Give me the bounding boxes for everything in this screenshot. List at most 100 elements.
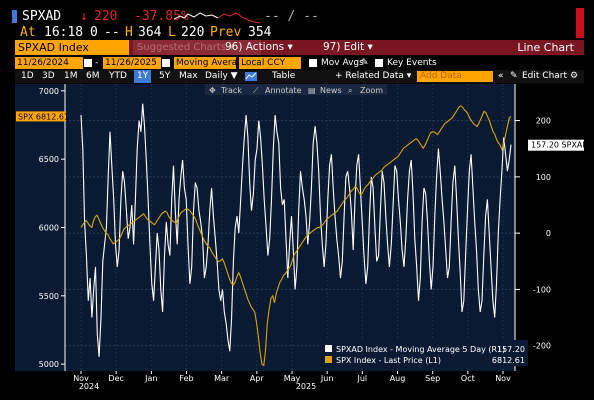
date-options-row: 11/26/2024 - 11/26/2025 Moving Avera Loc… [15,57,584,69]
table-button[interactable]: Table [272,71,296,81]
edit-menu[interactable]: 97) Edit ▾ [323,41,373,53]
calendar-icon[interactable] [84,59,92,67]
left-axis-label: 6000 [39,224,59,233]
collapse-icon[interactable]: « [498,71,504,81]
end-date-field[interactable]: 11/26/2025 [103,57,161,69]
related-data-menu[interactable]: + Related Data ▾ [335,71,412,81]
left-last-value-tag: SPX 6812.61 [16,111,69,122]
right-axis-label: 100 [536,173,551,182]
low-value: 220 [181,25,205,40]
alert-flag [576,8,584,38]
at-label: At [20,25,36,40]
start-date-field[interactable]: 11/26/2024 [15,57,83,69]
track-icon[interactable]: ✥ [209,86,216,95]
high-value: 364 [138,25,162,40]
period-max[interactable]: Max [179,71,198,81]
quote-time: 16:18 [44,25,84,40]
quote-dash: -- [104,25,120,40]
x-axis-label: Dec [108,374,123,383]
calendar-icon[interactable] [162,59,170,67]
title-bar: SPXAD Index Suggested Charts ▾ 96) Actio… [15,40,584,55]
chart-toolbar: 1D 3D 1M 6M YTD 1Y 5Y Max Daily ▼ Table … [15,70,584,83]
x-axis-year-label: 2025 [296,382,316,390]
down-arrow-icon: ↓ [80,9,88,24]
line-chart[interactable]: ✥ Track ⟋ Annotate ▤ News ⌕ Zoom 5000 550… [15,84,584,390]
pencil-icon[interactable]: ✎ [510,71,518,81]
left-axis-label: 6500 [39,155,59,164]
high-label: H [125,25,133,40]
period-6m[interactable]: 6M [86,71,100,81]
suggested-charts-menu[interactable]: Suggested Charts ▾ [133,40,261,55]
study-select[interactable]: Moving Avera [174,57,236,69]
right-axis-label: 200 [536,117,551,126]
bid-ask: -- / -- [264,9,319,24]
period-5y[interactable]: 5Y [159,71,171,81]
key-events-label[interactable]: Key Events [387,58,437,68]
right-last-value-tag: 157.20 SPXAD [528,139,584,151]
edit-chart-button[interactable]: Edit Chart [522,71,568,81]
actions-menu[interactable]: 96) Actions ▾ [225,41,293,53]
zoom-button[interactable]: Zoom [360,86,383,95]
ticker: SPXAD [22,9,62,24]
spxad-line [80,103,512,357]
x-axis-label: Aug [390,374,406,383]
period-1d[interactable]: 1D [21,71,34,81]
annotate-icon[interactable]: ⟋ [253,86,259,95]
legend-value-spxad: 157.20 [497,345,525,354]
legend-swatch-spxad [325,345,332,352]
low-label: L [168,25,176,40]
news-icon[interactable]: ▤ [308,86,316,95]
right-axis-label: -200 [533,342,551,351]
plot-background [15,84,515,371]
chart-area[interactable]: ✥ Track ⟋ Annotate ▤ News ⌕ Zoom 5000 550… [15,84,584,390]
spx-line [80,105,512,367]
period-ytd[interactable]: YTD [109,71,127,81]
x-axis-label: Apr [250,374,265,383]
x-axis-label: Nov [73,374,89,383]
legend-swatch-spx [325,356,332,363]
series-layer [80,103,512,367]
left-axis-label: 7000 [39,87,59,96]
security-field[interactable]: SPXAD Index [15,40,129,55]
annotate-button[interactable]: Annotate [265,86,302,95]
x-axis-year-label: 2024 [79,382,99,390]
legend-value-spx: 6812.61 [492,356,525,365]
key-events-checkbox[interactable] [375,59,383,67]
period-1y[interactable]: 1Y [134,70,152,83]
pencil-icon[interactable]: ✎ [361,58,369,68]
line-chart-icon[interactable] [245,72,257,81]
security-marker [12,10,17,23]
mov-avgs-label[interactable]: Mov Avgs [321,58,364,68]
x-axis-label: Oct [461,374,475,383]
sparkline-icon [174,12,260,24]
x-axis-label: May [284,374,301,383]
left-axis-label: 5500 [39,292,59,301]
period-1m[interactable]: 1M [64,71,78,81]
track-button[interactable]: Track [220,86,242,95]
news-button[interactable]: News [320,86,342,95]
x-axis-label: Jun [320,374,334,383]
gear-icon[interactable]: ⚙ [570,71,579,81]
spxad-last-tag: 157.20 SPXAD [531,141,584,150]
chart-tools-bar [205,84,387,95]
currency-select[interactable]: Local CCY [239,57,301,69]
right-axis-label: -100 [533,285,551,294]
period-3d[interactable]: 3D [42,71,55,81]
legend: SPXAD Index - Moving Average 5 Day (R1) … [320,340,528,366]
quote-bar: SPXAD ↓ 220 -37.85% -- / -- At 16:18 0 -… [10,8,584,40]
spx-last-tag: SPX 6812.61 [18,112,69,121]
legend-label-spx: SPX Index - Last Price (L1) [336,356,441,365]
legend-label-spxad: SPXAD Index - Moving Average 5 Day (R1) [336,345,505,354]
date-separator: - [95,58,99,68]
zoom-icon[interactable]: ⌕ [348,86,352,95]
add-data-input[interactable]: Add Data [417,71,493,82]
x-axis: Nov Dec Jan Feb Mar Apr May Jun Jul Aug Sep Oct Nov2… [73,371,511,390]
prev-value: 354 [248,25,272,40]
percent-change: -37.85% [134,9,189,24]
quote-volume: 0 [90,25,98,40]
frequency-select[interactable]: Daily ▼ [205,71,238,81]
chart-tools: ✥ Track ⟋ Annotate ▤ News ⌕ Zoom [205,84,387,95]
x-axis-label: Jan [144,374,157,383]
mov-avgs-checkbox[interactable] [309,59,317,67]
